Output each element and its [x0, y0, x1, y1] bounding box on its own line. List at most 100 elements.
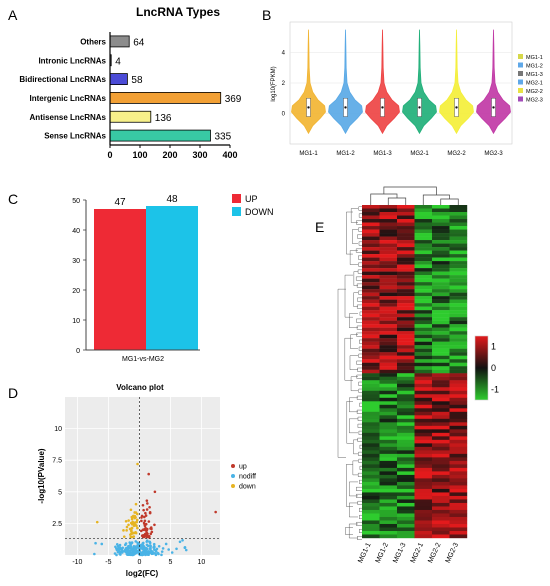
- chart-e-cell: [397, 411, 415, 416]
- chart-e-cell: [414, 212, 433, 216]
- chart-e-cell: [379, 289, 398, 293]
- chart-d-point: [130, 541, 133, 545]
- chart-e-cell: [449, 243, 468, 248]
- chart-e-cell: [397, 506, 415, 511]
- chart-e-cell: [449, 530, 468, 535]
- chart-a-x-ticks: 0 100 200 300 400: [107, 145, 238, 160]
- chart-e-cell: [432, 401, 450, 405]
- chart-e-cell: [432, 345, 450, 349]
- chart-d-point: [140, 534, 144, 538]
- chart-e-cell: [362, 282, 380, 286]
- chart-e-cell: [362, 429, 380, 434]
- chart-e-cell: [362, 495, 380, 500]
- chart-e-cell: [449, 264, 468, 269]
- chart-d-point: [133, 550, 137, 554]
- chart-e-cell: [432, 205, 450, 209]
- chart-e-cell: [449, 471, 468, 476]
- chart-d-point: [125, 525, 129, 529]
- chart-e-cell: [397, 345, 415, 349]
- chart-d-point: [152, 542, 156, 546]
- chart-e-cell: [379, 474, 398, 479]
- chart-e-cell: [414, 418, 433, 423]
- chart-e-cell: [432, 520, 450, 525]
- chart-e-cell: [449, 495, 468, 500]
- chart-e-cell: [414, 460, 433, 465]
- chart-d-threshold-lines: [65, 397, 220, 555]
- chart-e-cell: [379, 492, 398, 497]
- chart-e-cell: [414, 499, 433, 504]
- chart-e-cell: [449, 404, 468, 409]
- chart-e-cell: [397, 324, 415, 328]
- chart-e-cell: [414, 527, 433, 532]
- chart-e-cell: [414, 394, 433, 398]
- chart-e-cell: [379, 429, 398, 434]
- chart-c-y-tick-label: 50: [72, 198, 80, 205]
- chart-d-point: [214, 510, 217, 514]
- chart-e-cell: [449, 355, 468, 360]
- chart-e-cell: [449, 446, 468, 451]
- chart-e-cell: [379, 404, 398, 409]
- chart-e-dendrogram-branch: [387, 197, 407, 205]
- chart-d-point: [178, 540, 182, 544]
- chart-d-point: [120, 551, 124, 554]
- chart-e-cell: [397, 457, 415, 462]
- chart-a-value-label: 335: [215, 132, 232, 143]
- chart-e-cell: [362, 502, 380, 507]
- chart-b-x-tick-label: MG1-2: [336, 151, 355, 157]
- chart-e-cell: [397, 425, 415, 430]
- chart-e-cell: [362, 520, 380, 525]
- chart-e-cell: [379, 436, 398, 441]
- chart-e-cell: [397, 334, 415, 339]
- chart-e-cell: [449, 229, 468, 234]
- chart-e-cell: [449, 324, 468, 328]
- chart-e-cell: [414, 453, 433, 458]
- chart-e-cell: [414, 264, 433, 269]
- chart-e-cell: [432, 327, 450, 332]
- chart-b-x-tick-label: MG1-1: [299, 151, 318, 157]
- chart-d-point: [145, 508, 149, 511]
- chart-d-y-tick-label: 7.5: [52, 458, 62, 465]
- chart-e-cell: [449, 429, 468, 434]
- chart-e-cell: [379, 390, 398, 395]
- chart-b-legend-label: MG1-1: [526, 55, 543, 61]
- chart-e-cell: [432, 348, 450, 353]
- chart-a-category-label: Bidirectional LncRNAs: [19, 75, 106, 84]
- chart-e-cell: [362, 422, 380, 427]
- chart-e-cell: [449, 401, 468, 405]
- chart-e-cell: [432, 467, 450, 472]
- chart-e-column-label: MG1-3: [392, 542, 407, 564]
- chart-a-x-tick-label: 300: [192, 150, 207, 160]
- chart-e-cell: [449, 513, 468, 518]
- chart-e-cell: [449, 341, 468, 346]
- chart-e-cell: [362, 205, 380, 209]
- chart-e-cell: [379, 485, 398, 490]
- chart-d-point: [147, 472, 150, 476]
- chart-e-cell: [414, 390, 433, 395]
- chart-e-cell: [379, 331, 398, 335]
- chart-a-category-label: Intergenic LncRNAs: [30, 94, 107, 103]
- chart-e-cell: [397, 432, 415, 437]
- chart-e-cell: [397, 278, 415, 283]
- chart-b-x-tick-label: MG2-2: [447, 151, 466, 157]
- chart-d-point: [150, 530, 154, 534]
- chart-e-cell: [397, 219, 415, 223]
- chart-e-column-label: MG1-2: [375, 542, 390, 564]
- chart-e-cell: [362, 362, 380, 367]
- chart-e-colorbar: 1 0 -1: [474, 335, 499, 401]
- chart-e-cell: [432, 415, 450, 420]
- chart-e-cell: [432, 292, 450, 297]
- chart-d-point: [153, 523, 156, 527]
- chart-d-point: [122, 535, 126, 538]
- chart-e-cell: [362, 236, 380, 241]
- chart-e-cell: [397, 415, 415, 420]
- chart-e-cell: [432, 450, 450, 455]
- chart-d-point: [145, 543, 149, 547]
- chart-e-cell: [414, 488, 433, 493]
- chart-d-y-tick-label: 2.5: [52, 521, 62, 528]
- panel-a: A LncRNA Types Others Intronic LncRNAs Bid…: [8, 5, 242, 160]
- chart-d-point: [154, 553, 158, 557]
- chart-e-cell: [414, 383, 433, 388]
- chart-e-cell: [449, 478, 468, 483]
- chart-d-point: [95, 520, 99, 524]
- chart-e-cell: [449, 492, 468, 497]
